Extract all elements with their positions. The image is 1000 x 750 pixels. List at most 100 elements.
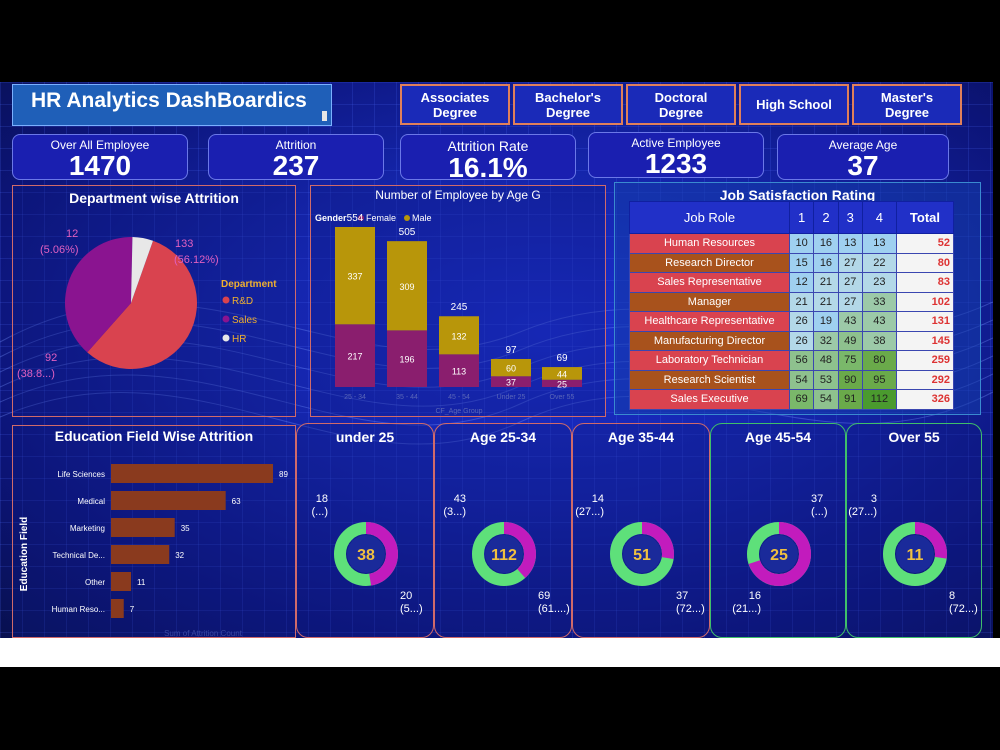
- bar-total-label: 505: [399, 227, 416, 238]
- age-panel-title: Age 45-54: [744, 429, 812, 445]
- donut-segment-magenta[interactable]: [610, 522, 674, 586]
- rating-cell: 26: [788, 311, 815, 332]
- table-row[interactable]: Research Director 15 16 27 22 80: [629, 252, 955, 273]
- age-donut-svg: 112 43(3...) 69(61....): [443, 493, 569, 615]
- total-cell: 83: [895, 272, 955, 293]
- kpi-value: 16.1%: [448, 152, 528, 183]
- bar-male[interactable]: [491, 358, 531, 377]
- slicer-masters-degree[interactable]: Master's Degree: [852, 84, 962, 125]
- donut-top-value: 14: [592, 493, 604, 505]
- bar-male[interactable]: [439, 316, 479, 355]
- edu-bar[interactable]: [111, 572, 132, 591]
- slicer-bachelors-degree[interactable]: Bachelor's Degree: [513, 84, 623, 125]
- legend-rd: R&D: [232, 296, 253, 307]
- education-svg: Education Field Life Sciences 89 Medical 63…: [19, 464, 288, 638]
- donut-top-pct: (27...): [575, 506, 604, 518]
- table-row[interactable]: Manufacturing Director 26 32 49 38 145: [629, 330, 955, 351]
- slicer-associates-degree[interactable]: Associates Degree: [400, 84, 510, 125]
- job-role-cell: Healthcare Representative: [629, 311, 790, 332]
- table-row[interactable]: Manager 21 21 27 33 102: [629, 291, 955, 312]
- edu-value-label: 7: [130, 605, 135, 614]
- col-4[interactable]: 4: [861, 201, 897, 234]
- kpi-value: 1470: [68, 150, 132, 181]
- col-3[interactable]: 3: [837, 201, 863, 234]
- legend-female: Female: [366, 213, 396, 223]
- bar-female[interactable]: [387, 330, 427, 387]
- pie-slice-hr[interactable]: [131, 237, 154, 303]
- donut-segment-magenta[interactable]: [883, 522, 947, 586]
- slicer-high-school[interactable]: High School: [739, 84, 849, 125]
- pie-slice-sales[interactable]: [65, 237, 133, 353]
- edu-bar[interactable]: [111, 545, 170, 564]
- col-1[interactable]: 1: [788, 201, 815, 234]
- edu-category-label: Human Reso...: [52, 605, 105, 614]
- table-row[interactable]: Sales Representative 12 21 27 23 83: [629, 272, 955, 293]
- donut-segment-magenta[interactable]: [334, 522, 398, 586]
- kpi-label: Average Age: [828, 138, 898, 152]
- bar-female[interactable]: [335, 324, 375, 387]
- edu-value-label: 35: [181, 524, 190, 533]
- bar-male[interactable]: [542, 367, 582, 380]
- rating-cell: 19: [813, 311, 839, 332]
- bar-male[interactable]: [387, 241, 427, 331]
- edu-bar[interactable]: [111, 491, 226, 510]
- bar-female[interactable]: [491, 376, 531, 387]
- edu-category-label: Marketing: [70, 524, 105, 533]
- age-gender-panel: Number of Employee by Age G Gender Femal…: [310, 185, 606, 417]
- donut-segment-magenta[interactable]: [747, 522, 811, 586]
- donut-bottom-pct: (5...): [400, 603, 423, 615]
- bar-male[interactable]: [335, 227, 375, 325]
- donut-bottom-value: 16: [749, 590, 761, 602]
- edu-category-label: Life Sciences: [57, 470, 105, 479]
- education-xlabel: Sum of Attrition Count: [164, 629, 243, 638]
- bar-female[interactable]: [542, 379, 582, 387]
- rating-cell: 91: [837, 389, 863, 410]
- legend-dot-male: [404, 215, 410, 221]
- donut-top-value: 3: [871, 493, 877, 505]
- table-row[interactable]: Sales Executive 69 54 91 112 326: [629, 389, 955, 410]
- table-row[interactable]: Research Scientist 54 53 90 95 292: [629, 369, 955, 390]
- pie-slice-rd[interactable]: [87, 240, 197, 369]
- col-job-role[interactable]: Job Role: [629, 201, 790, 234]
- donut-center: [623, 535, 661, 573]
- donut-center: [760, 535, 798, 573]
- rating-cell: 54: [813, 389, 839, 410]
- donut-bottom-pct: (21...): [732, 603, 761, 615]
- donut-center-value: 112: [491, 547, 517, 564]
- rating-cell: 75: [837, 350, 863, 371]
- edu-bar[interactable]: [111, 518, 175, 537]
- age-tick-label: 35 - 44: [396, 394, 418, 401]
- kpi-label: Active Employee: [631, 136, 721, 150]
- col-total[interactable]: Total: [895, 201, 955, 234]
- col-2[interactable]: 2: [813, 201, 839, 234]
- age-panel-over-55: Over 55 11 3 (27...) 8 (72...): [846, 423, 982, 638]
- bar-female[interactable]: [439, 354, 479, 387]
- legend-dot-hr: [222, 334, 230, 342]
- table-row[interactable]: Human Resources 10 16 13 13 52: [629, 233, 955, 254]
- rating-cell: 13: [837, 233, 863, 254]
- age-panel-title: Age 25-34: [469, 429, 537, 445]
- slicer-doctoral-degree[interactable]: Doctoral Degree: [626, 84, 736, 125]
- edu-bar[interactable]: [111, 599, 124, 618]
- bar-label-female: 25: [557, 379, 567, 389]
- donut-bottom-value: 37: [676, 590, 688, 602]
- job-role-cell: Manufacturing Director: [629, 330, 790, 351]
- job-satisfaction-table: Job Role 1 2 3 4 Total Human Resources 10…: [629, 201, 955, 410]
- edu-category-label: Other: [85, 578, 105, 587]
- table-header-row: Job Role 1 2 3 4 Total: [629, 201, 955, 234]
- donut-center: [896, 535, 934, 573]
- rating-cell: 56: [788, 350, 815, 371]
- rating-cell: 27: [837, 272, 863, 293]
- table-row[interactable]: Laboratory Technician 56 48 75 80 259: [629, 350, 955, 371]
- rating-cell: 38: [861, 330, 897, 351]
- edu-bar[interactable]: [111, 464, 273, 483]
- table-row[interactable]: Healthcare Representative 26 19 43 43 131: [629, 311, 955, 332]
- bar-label-female: 217: [347, 352, 362, 362]
- job-role-cell: Research Scientist: [629, 369, 790, 390]
- donut-center: [485, 535, 523, 573]
- rating-cell: 69: [788, 389, 815, 410]
- rating-cell: 90: [837, 369, 863, 390]
- total-cell: 80: [895, 252, 955, 273]
- age-tick-label: Under 25: [497, 394, 526, 401]
- donut-segment-magenta[interactable]: [472, 522, 536, 586]
